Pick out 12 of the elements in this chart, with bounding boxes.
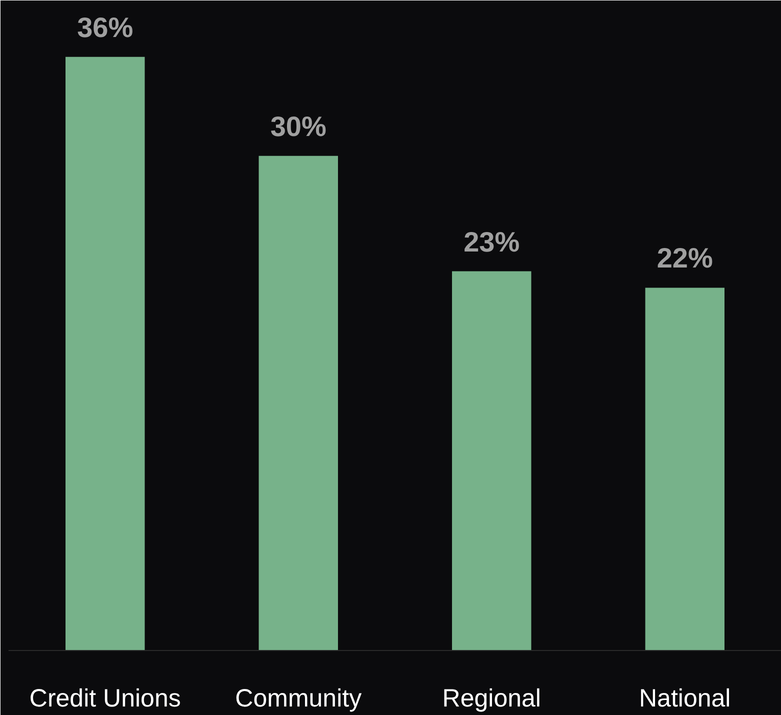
data-label: 23% bbox=[464, 226, 520, 258]
x-tick-label: Community bbox=[235, 684, 362, 712]
x-tick-label: Regional bbox=[442, 684, 541, 712]
data-label: 22% bbox=[656, 242, 713, 274]
bar bbox=[258, 156, 338, 650]
data-label: 30% bbox=[270, 110, 326, 142]
bar bbox=[452, 271, 532, 650]
x-tick-label: National bbox=[639, 684, 731, 712]
data-label: 36% bbox=[77, 12, 134, 43]
x-tick-label: Credit Unions bbox=[29, 684, 181, 712]
bar bbox=[645, 288, 724, 650]
bar bbox=[66, 56, 145, 650]
